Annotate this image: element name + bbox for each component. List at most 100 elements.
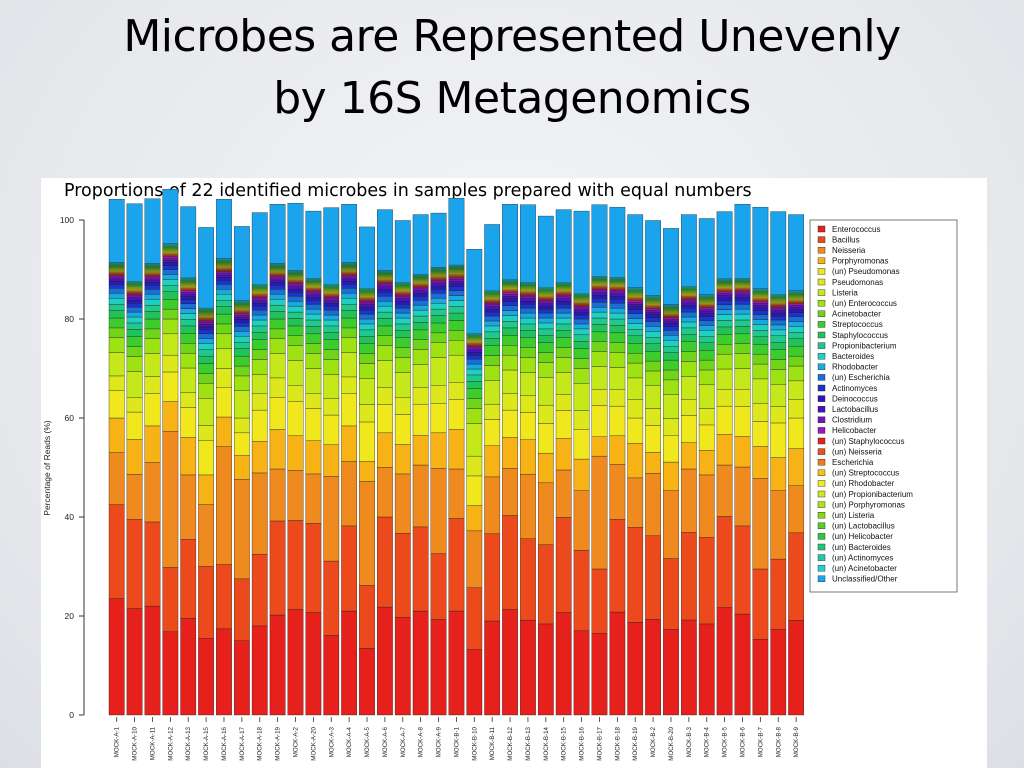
bar-segment-1-13 [126, 311, 143, 318]
bar-segment-38-9 [788, 346, 805, 357]
bar-segment-3-8 [162, 308, 179, 320]
bar-segment-24-3 [537, 452, 554, 484]
bar-segment-20-33 [466, 249, 483, 334]
bar-segment-7-17 [233, 316, 250, 320]
bar-segment-18-3 [430, 432, 447, 469]
bar-segment-8-4 [251, 409, 268, 442]
bar-segment-8-1 [251, 553, 268, 627]
bar-segment-8-3 [251, 441, 268, 474]
bar-segment-6-17 [216, 274, 232, 278]
bar-segment-37-19 [770, 306, 787, 309]
bar-segment-28-18 [609, 291, 626, 294]
bar-segment-34-0 [716, 607, 733, 716]
bar-segment-16-0 [394, 617, 411, 716]
bar-segment-16-14 [394, 307, 411, 314]
legend-label-6: Listeria [832, 288, 858, 297]
bar-segment-38-6 [788, 380, 805, 400]
bar-segment-5-2 [198, 504, 214, 567]
bar-segment-8-33 [251, 212, 268, 285]
bar-segment-24-14 [537, 312, 554, 319]
bar-segment-4-8 [180, 343, 197, 354]
x-tick-label-30: MOCK-B-2 [650, 726, 657, 757]
bar-segment-27-17 [591, 292, 608, 296]
bar-segment-33-16 [698, 313, 715, 317]
bar-segment-2-7 [144, 338, 161, 354]
legend-box [809, 219, 958, 593]
bar-segment-36-11 [752, 330, 769, 337]
bar-segment-4-9 [180, 333, 197, 344]
bar-segment-26-16 [573, 311, 590, 316]
bar-segment-26-33 [573, 210, 590, 294]
bar-segment-20-6 [466, 423, 483, 457]
bar-segment-10-33 [287, 202, 304, 271]
bar-segment-12-10 [323, 332, 340, 340]
bar-segment-11-15 [305, 300, 322, 305]
bar-segment-17-14 [412, 300, 429, 306]
bar-segment-29-33 [627, 214, 644, 288]
bar-segment-11-19 [305, 291, 322, 293]
bar-segment-3-6 [162, 333, 179, 356]
legend-label-14: (un) Escherichia [832, 373, 890, 382]
bar-segment-3-1 [162, 567, 179, 633]
bar-segment-15-5 [377, 387, 393, 405]
bar-segment-34-17 [716, 295, 733, 298]
bar-segment-22-10 [502, 327, 518, 336]
bar-segment-14-3 [359, 461, 375, 482]
bar-segment-21-9 [484, 345, 501, 356]
bar-segment-20-19 [466, 346, 483, 348]
bar-segment-25-2 [555, 469, 572, 518]
bar-segment-31-15 [663, 326, 679, 331]
bar-segment-29-10 [627, 335, 644, 344]
bar-segment-11-10 [305, 326, 322, 335]
bar-segment-12-2 [323, 476, 340, 562]
bar-segment-35-3 [734, 436, 751, 468]
bar-segment-37-7 [770, 369, 787, 385]
bar-segment-22-18 [502, 294, 518, 297]
bar-segment-16-9 [394, 337, 411, 348]
bar-segment-16-12 [394, 317, 411, 325]
bar-segment-9-19 [269, 276, 286, 279]
bar-segment-34-12 [716, 314, 733, 321]
x-tick-label-0: MOCK-A-1 [114, 726, 121, 757]
bar-segment-37-16 [770, 312, 787, 317]
legend-label-22: Escherichia [832, 458, 874, 467]
bar-segment-9-14 [269, 289, 286, 295]
bar-segment-6-10 [216, 306, 232, 315]
legend-label-8: Acinetobacter [832, 310, 881, 319]
bar-segment-6-2 [216, 446, 232, 565]
bar-segment-21-0 [484, 620, 501, 716]
bar-segment-37-13 [770, 324, 787, 331]
bar-segment-2-13 [144, 294, 161, 300]
bar-segment-35-0 [734, 613, 751, 716]
bar-segment-7-33 [233, 226, 250, 301]
bar-segment-8-0 [251, 625, 268, 716]
bar-segment-21-4 [484, 419, 501, 446]
bar-segment-18-0 [430, 619, 447, 716]
bar-segment-20-4 [466, 475, 483, 506]
bar-segment-28-17 [609, 293, 626, 297]
bar-segment-10-5 [287, 385, 304, 402]
bar-segment-31-12 [663, 340, 679, 347]
bar-segment-10-9 [287, 325, 304, 337]
bar-segment-38-12 [788, 326, 805, 333]
bar-segment-21-17 [484, 306, 501, 310]
bar-segment-26-6 [573, 383, 590, 411]
bar-segment-33-5 [698, 408, 715, 426]
bar-segment-27-12 [591, 311, 608, 319]
bar-segment-33-6 [698, 384, 715, 409]
bar-segment-8-10 [251, 332, 268, 340]
bar-segment-34-1 [716, 516, 733, 608]
bar-segment-24-17 [537, 303, 554, 307]
bar-segment-30-3 [645, 451, 661, 474]
bar-segment-20-5 [466, 455, 483, 477]
bar-segment-36-2 [752, 478, 769, 570]
bar-segment-6-4 [216, 387, 232, 418]
bar-segment-7-7 [233, 375, 250, 391]
bar-segment-22-0 [502, 609, 518, 716]
bar-segment-35-2 [734, 466, 751, 527]
bar-segment-29-5 [627, 399, 644, 419]
bar-segment-4-17 [180, 294, 197, 297]
legend-label-17: Lactobacillus [832, 405, 878, 414]
bar-segment-22-19 [502, 292, 518, 295]
bar-segment-30-10 [645, 343, 661, 352]
